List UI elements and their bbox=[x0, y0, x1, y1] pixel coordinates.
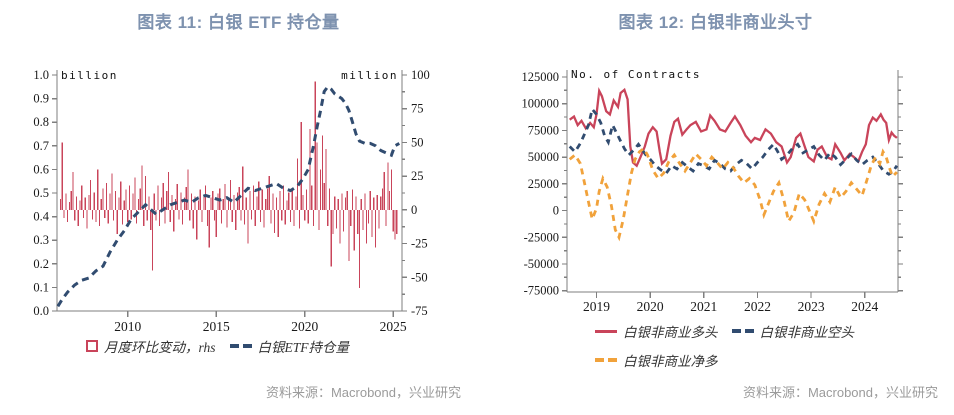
right-chart-title: 图表 12: 白银非商业头寸 bbox=[618, 13, 813, 32]
svg-text:25000: 25000 bbox=[528, 177, 559, 191]
legend-row: 白银非商业多头 白银非商业空头 bbox=[595, 321, 868, 341]
short-positions-line bbox=[568, 105, 899, 176]
svg-text:125000: 125000 bbox=[522, 70, 560, 84]
svg-text:billion: billion bbox=[61, 69, 118, 82]
svg-text:0.6: 0.6 bbox=[33, 162, 49, 176]
dashed-line-marker-icon bbox=[229, 344, 252, 348]
svg-text:50000: 50000 bbox=[528, 150, 559, 164]
legend-label: 白银ETF持仓量 bbox=[257, 340, 350, 355]
svg-text:2023: 2023 bbox=[798, 299, 825, 314]
right-panel: 图表 12: 白银非商业头寸 125000 100000 75000 50000 250… bbox=[477, 0, 954, 415]
legend-label: 月度环比变动，rhs bbox=[104, 340, 216, 355]
svg-text:2010: 2010 bbox=[114, 319, 141, 334]
svg-text:0.9: 0.9 bbox=[33, 92, 49, 106]
svg-text:-75000: -75000 bbox=[524, 284, 559, 298]
etf-holdings-chart: 0.0 0.1 0.2 0.3 0.4 0.5 0.6 0.7 0.8 0.9 1.0 -75 -50 -… bbox=[33, 68, 430, 334]
legend-item-net-long-positions: 白银非商业净多 bbox=[595, 350, 718, 370]
svg-text:0.4: 0.4 bbox=[33, 210, 49, 224]
right-source-note: 资料来源：Macrobond，兴业研究 bbox=[742, 385, 938, 400]
svg-text:2019: 2019 bbox=[583, 299, 610, 314]
svg-text:100000: 100000 bbox=[522, 97, 560, 111]
svg-text:0.5: 0.5 bbox=[33, 186, 49, 200]
svg-text:-50000: -50000 bbox=[524, 257, 559, 271]
svg-text:2025: 2025 bbox=[380, 319, 407, 334]
svg-text:0.0: 0.0 bbox=[33, 304, 49, 318]
net-long-positions-line bbox=[568, 146, 898, 242]
svg-text:2020: 2020 bbox=[637, 299, 664, 314]
svg-text:-25: -25 bbox=[411, 237, 428, 251]
svg-text:2015: 2015 bbox=[203, 319, 230, 334]
svg-text:0.3: 0.3 bbox=[33, 233, 49, 247]
svg-text:25: 25 bbox=[411, 169, 424, 183]
svg-text:1.0: 1.0 bbox=[33, 68, 49, 82]
dashed-line-marker-icon bbox=[731, 329, 754, 333]
long-positions-line bbox=[569, 86, 898, 168]
etf-holdings-line bbox=[56, 84, 401, 308]
legend-item-monthly-change: 月度环比变动，rhs bbox=[86, 336, 216, 356]
legend-label: 白银非商业净多 bbox=[623, 354, 718, 369]
legend-item-short-positions: 白银非商业空头 bbox=[731, 321, 855, 341]
svg-text:No. of Contracts: No. of Contracts bbox=[571, 68, 701, 81]
svg-text:50: 50 bbox=[411, 135, 424, 149]
svg-text:0.2: 0.2 bbox=[33, 257, 49, 271]
noncommercial-positions-chart: 125000 100000 75000 50000 25000 0 -25000 -50000… bbox=[522, 68, 903, 314]
axes bbox=[52, 70, 407, 317]
legend-label: 白银非商业多头 bbox=[623, 325, 718, 340]
left-source-note: 资料来源：Macrobond，兴业研究 bbox=[265, 385, 461, 400]
legend-label: 白银非商业空头 bbox=[759, 325, 855, 340]
left-chart-title: 图表 11: 白银 ETF 持仓量 bbox=[137, 13, 340, 32]
svg-text:75: 75 bbox=[411, 102, 424, 116]
svg-text:0.1: 0.1 bbox=[33, 280, 49, 294]
svg-text:75000: 75000 bbox=[528, 123, 559, 137]
right-chart-legend: 白银非商业多头 白银非商业空头 白银非商业净多 bbox=[595, 321, 868, 370]
svg-text:-50: -50 bbox=[411, 270, 428, 284]
svg-text:100: 100 bbox=[411, 68, 430, 82]
legend-item-long-positions: 白银非商业多头 bbox=[595, 321, 718, 341]
svg-text:2021: 2021 bbox=[690, 299, 717, 314]
open-square-marker-icon bbox=[86, 340, 98, 352]
legend-row: 白银非商业净多 bbox=[595, 350, 732, 370]
dashed-line-marker-icon bbox=[595, 358, 617, 362]
svg-text:2024: 2024 bbox=[851, 299, 878, 314]
svg-text:0: 0 bbox=[553, 204, 559, 218]
svg-text:2020: 2020 bbox=[291, 319, 318, 334]
svg-text:million: million bbox=[341, 69, 398, 82]
svg-text:2022: 2022 bbox=[744, 299, 771, 314]
monthly-change-bars bbox=[59, 81, 398, 289]
left-panel: 图表 11: 白银 ETF 持仓量 0.0 0.1 0.2 0.3 0.4 0.5 0.6 0… bbox=[33, 13, 461, 400]
left-chart-legend: 月度环比变动，rhs 白银ETF持仓量 bbox=[86, 336, 363, 356]
legend-item-etf-holdings: 白银ETF持仓量 bbox=[229, 336, 350, 356]
axes bbox=[562, 70, 903, 298]
svg-text:0.7: 0.7 bbox=[33, 139, 49, 153]
svg-text:-75: -75 bbox=[411, 304, 428, 318]
svg-text:-25000: -25000 bbox=[524, 230, 559, 244]
solid-line-marker-icon bbox=[595, 329, 617, 333]
svg-text:0: 0 bbox=[411, 203, 417, 217]
svg-text:0.8: 0.8 bbox=[33, 115, 49, 129]
